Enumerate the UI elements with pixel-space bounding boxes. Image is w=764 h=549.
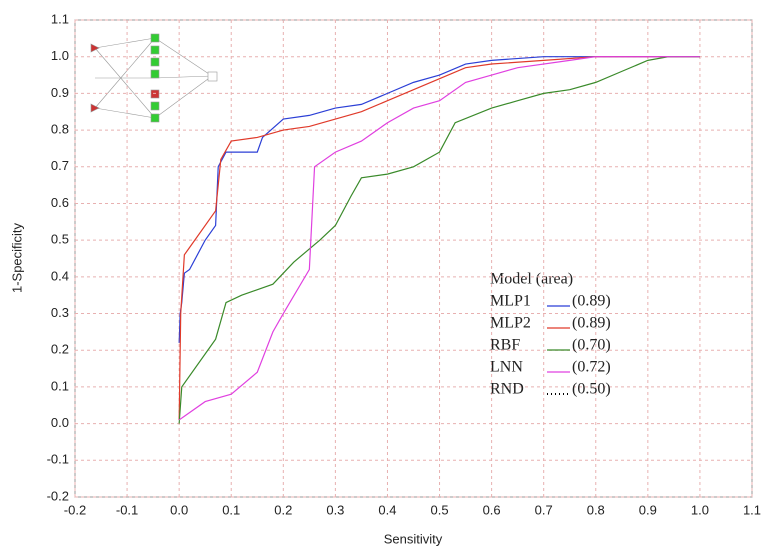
legend-label: MLP1 (490, 293, 531, 310)
x-tick-label: 0.0 (170, 502, 188, 517)
y-tick-label: 0.9 (51, 85, 69, 100)
x-tick-label: 1.0 (691, 502, 709, 517)
y-tick-label: -0.2 (47, 488, 69, 503)
x-tick-label: 1.1 (743, 502, 761, 517)
legend-title: Model (area) (490, 271, 573, 288)
x-tick-label: -0.2 (64, 502, 86, 517)
legend-area: (0.89) (572, 293, 611, 310)
x-tick-label: 0.9 (639, 502, 657, 517)
roc-curve (178, 56, 700, 420)
legend-area: (0.70) (572, 337, 611, 354)
roc-curve (178, 56, 700, 343)
legend-area: (0.50) (572, 381, 611, 398)
x-axis-label: Sensitivity (384, 531, 443, 546)
y-tick-label: 0.6 (51, 195, 69, 210)
x-tick-label: 0.8 (587, 502, 605, 517)
y-axis-label: 1-Specificity (9, 222, 24, 293)
y-tick-label: 0.3 (51, 305, 69, 320)
legend-area: (0.72) (572, 359, 611, 376)
x-tick-label: 0.1 (222, 502, 240, 517)
y-tick-label: 1.1 (51, 11, 69, 26)
y-tick-label: -0.1 (47, 452, 69, 467)
y-tick-label: 0.8 (51, 122, 69, 137)
x-tick-label: 0.3 (326, 502, 344, 517)
x-tick-label: -0.1 (116, 502, 138, 517)
y-tick-label: 0.5 (51, 232, 69, 247)
y-tick-label: 0.4 (51, 268, 69, 283)
y-tick-label: 0.7 (51, 158, 69, 173)
legend-label: MLP2 (490, 315, 531, 332)
legend-label: LNN (490, 359, 523, 376)
x-tick-label: 0.4 (378, 502, 396, 517)
y-tick-label: 1.0 (51, 48, 69, 63)
x-tick-label: 0.6 (483, 502, 501, 517)
x-tick-label: 0.2 (274, 502, 292, 517)
legend-label: RND (490, 381, 524, 398)
x-tick-label: 0.7 (535, 502, 553, 517)
x-tick-label: 0.5 (430, 502, 448, 517)
legend-area: (0.89) (572, 315, 611, 332)
y-tick-label: 0.1 (51, 378, 69, 393)
y-tick-label: 0.0 (51, 415, 69, 430)
legend-label: RBF (490, 337, 520, 354)
plot-frame (74, 19, 753, 498)
roc-curve (178, 56, 700, 424)
y-tick-label: 0.2 (51, 342, 69, 357)
roc-curve (178, 56, 700, 421)
